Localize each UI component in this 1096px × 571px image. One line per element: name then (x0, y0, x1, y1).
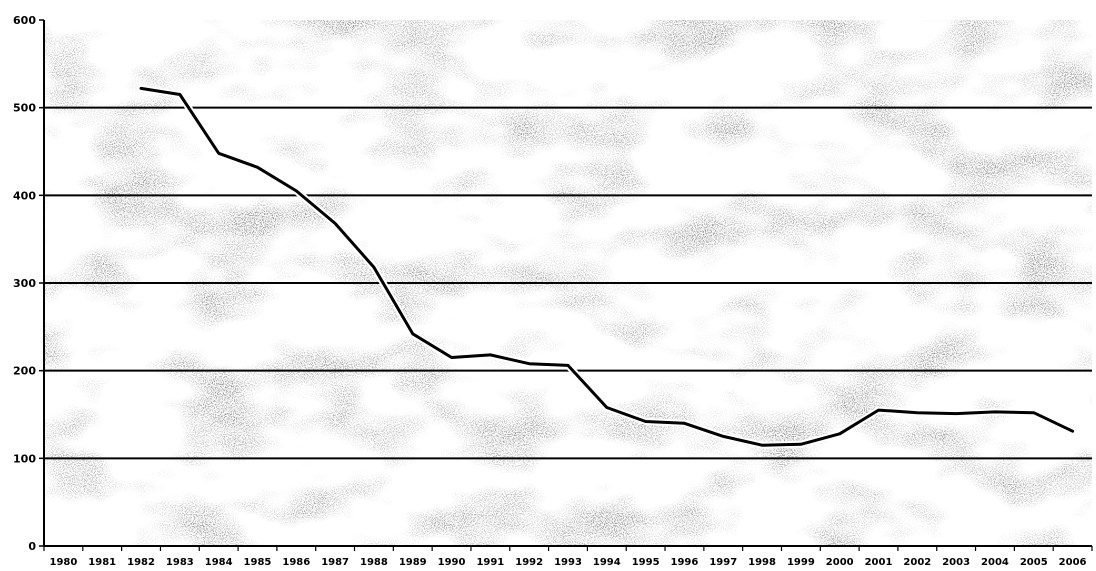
x-tick-label: 1995 (632, 557, 660, 568)
x-tick-label: 2003 (942, 557, 970, 568)
x-tick-label: 1990 (438, 557, 466, 568)
x-tick-label: 1993 (554, 557, 582, 568)
y-tick-label: 100 (13, 452, 36, 465)
x-tick-label: 1994 (593, 557, 621, 568)
series-line (139, 86, 1075, 447)
x-tick-label: 1996 (671, 557, 699, 568)
x-tick-label: 2004 (981, 557, 1009, 568)
x-tick-label: 1998 (748, 557, 776, 568)
x-tick-label: 1987 (321, 557, 349, 568)
axes (39, 19, 1093, 551)
x-tick-label: 1991 (476, 557, 504, 568)
x-tick-label: 1997 (709, 557, 737, 568)
x-tick-label: 1986 (282, 557, 310, 568)
y-tick-labels: 0 100 200 300 400 500 600 (13, 14, 36, 553)
x-tick-label: 2006 (1059, 557, 1087, 568)
x-tick-label: 2005 (1020, 557, 1048, 568)
x-tick-label: 2002 (903, 557, 931, 568)
x-tick-label: 2000 (826, 557, 854, 568)
x-tick-label: 1992 (515, 557, 543, 568)
x-tick-label: 1988 (360, 557, 388, 568)
x-tick-label: 1983 (166, 557, 194, 568)
y-tick-label: 400 (13, 189, 36, 202)
x-tick-label: 1985 (244, 557, 272, 568)
x-tick-label: 1999 (787, 557, 815, 568)
x-tick-label: 1989 (399, 557, 427, 568)
y-tick-label: 0 (28, 540, 36, 553)
y-tick-label: 600 (13, 14, 36, 27)
x-tick-labels: 1980 1981 1982 1983 1984 1985 1986 1987 1988 1989… (49, 557, 1086, 568)
x-tick-label: 1981 (88, 557, 116, 568)
y-tick-label: 500 (13, 102, 36, 115)
y-tick-label: 200 (13, 365, 36, 378)
x-tick-label: 1984 (205, 557, 233, 568)
x-tick-label: 1982 (127, 557, 155, 568)
y-tick-label: 300 (13, 277, 36, 290)
series-lines (137, 84, 1077, 449)
gridlines (44, 106, 1092, 460)
x-tick-label: 2001 (865, 557, 893, 568)
x-tick-label: 1980 (49, 557, 77, 568)
